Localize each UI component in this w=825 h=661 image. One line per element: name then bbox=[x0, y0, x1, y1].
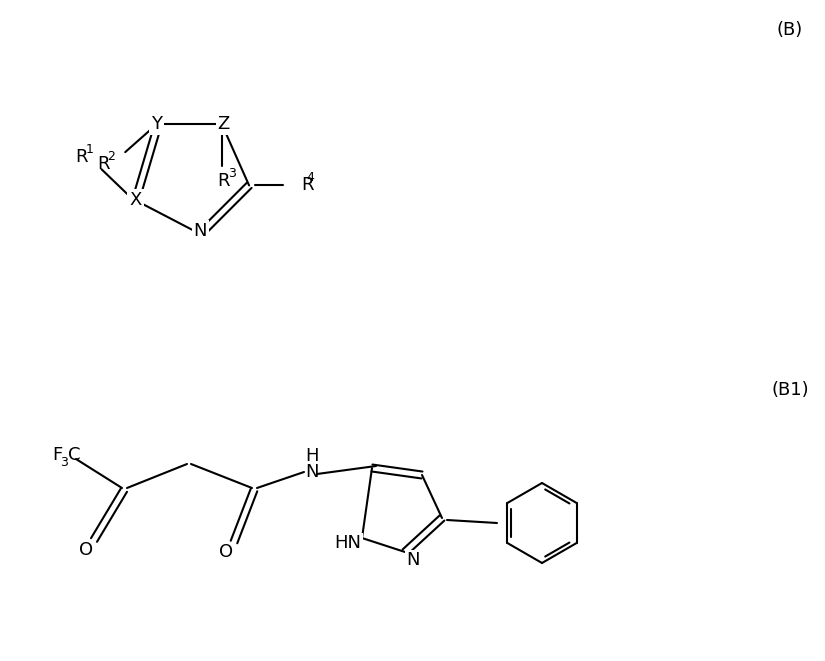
Text: 2: 2 bbox=[107, 149, 116, 163]
Text: 1: 1 bbox=[86, 143, 93, 156]
Text: Z: Z bbox=[218, 115, 230, 133]
Text: O: O bbox=[219, 543, 233, 561]
Text: H: H bbox=[305, 447, 318, 465]
Text: R: R bbox=[218, 172, 230, 190]
Text: R: R bbox=[301, 176, 314, 194]
Text: (B): (B) bbox=[777, 21, 803, 39]
Text: F: F bbox=[52, 446, 62, 464]
Text: X: X bbox=[130, 191, 142, 210]
Text: O: O bbox=[79, 541, 93, 559]
Text: R: R bbox=[97, 155, 110, 173]
Text: HN: HN bbox=[334, 534, 361, 552]
Text: C: C bbox=[68, 446, 81, 464]
Text: R: R bbox=[75, 148, 88, 167]
Text: N: N bbox=[194, 222, 207, 240]
Text: 3: 3 bbox=[228, 167, 236, 180]
Text: Y: Y bbox=[151, 115, 162, 133]
Text: (B1): (B1) bbox=[771, 381, 808, 399]
Text: 3: 3 bbox=[60, 455, 68, 469]
Text: N: N bbox=[406, 551, 420, 569]
Text: 4: 4 bbox=[306, 171, 314, 184]
Text: N: N bbox=[305, 463, 318, 481]
